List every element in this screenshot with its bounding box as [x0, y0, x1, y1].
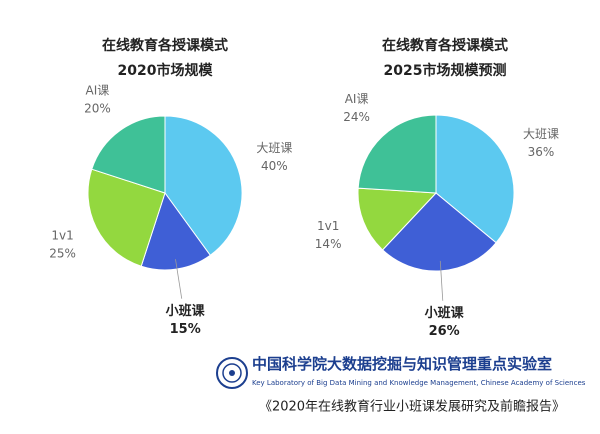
- chart-subtitle: 2020市场规模: [118, 62, 214, 79]
- value-label: 24%: [343, 110, 370, 124]
- value-label: 40%: [261, 159, 288, 173]
- slice-label: 1v1: [51, 229, 73, 243]
- value-label: 14%: [315, 237, 342, 251]
- report-title: 《2020年在线教育行业小班课发展研究及前瞻报告》: [259, 399, 565, 415]
- value-label: 20%: [84, 101, 111, 115]
- slice-label: AI课: [345, 92, 369, 106]
- pie-slice: [91, 115, 166, 194]
- slice-label: 大班课: [523, 127, 559, 141]
- slice-label: 小班课: [425, 305, 465, 321]
- institution-en: Key Laboratory of Big Data Mining and Kn…: [252, 379, 586, 387]
- chart-subtitle: 2025市场规模预测: [384, 62, 507, 79]
- value-label: 26%: [429, 324, 460, 339]
- logo: [216, 357, 248, 389]
- chart-title: 在线教育各授课模式: [382, 37, 508, 54]
- chart-title: 在线教育各授课模式: [102, 37, 228, 54]
- slice-label: 大班课: [256, 141, 292, 155]
- slice-label: 小班课: [166, 303, 206, 319]
- leader-line: [439, 260, 444, 301]
- value-label: 25%: [49, 247, 76, 261]
- institution: 中国科学院大数据挖掘与知识管理重点实验室: [252, 355, 552, 373]
- pie-slice: [435, 114, 515, 244]
- value-label: 36%: [528, 145, 555, 159]
- pie-slice: [357, 187, 438, 251]
- pie-slice: [87, 168, 166, 267]
- pie-slice: [357, 114, 437, 194]
- slice-label: 1v1: [317, 219, 339, 233]
- value-label: 15%: [170, 322, 201, 337]
- leader-line: [175, 259, 183, 299]
- pie-slice: [164, 115, 243, 256]
- slice-label: AI课: [86, 83, 110, 97]
